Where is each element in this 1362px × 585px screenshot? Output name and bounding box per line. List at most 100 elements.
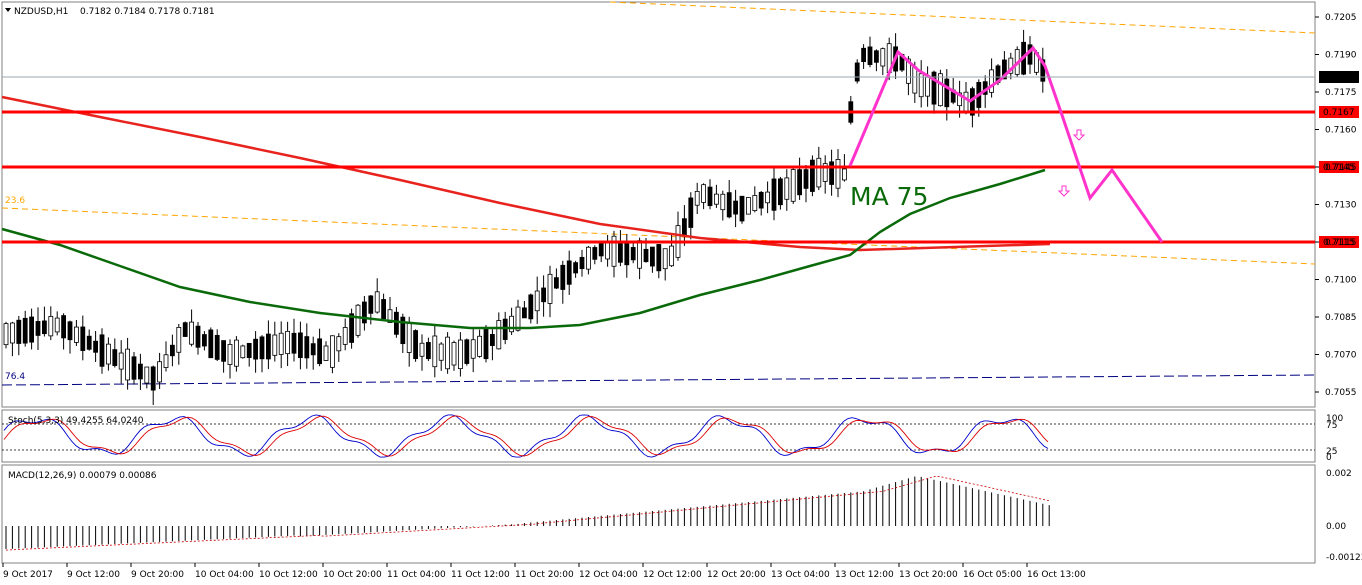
- price-tick-label: 0.7190: [1325, 51, 1357, 61]
- candle-body: [778, 178, 783, 206]
- candle: [694, 182, 700, 215]
- candle-body: [1002, 59, 1007, 80]
- support-price-label: 0.7145: [1323, 163, 1355, 173]
- candle: [297, 321, 303, 370]
- ohlc-readout: 0.7182 0.7184 0.7178 0.7181: [80, 7, 215, 17]
- candle: [259, 335, 265, 373]
- candle: [355, 303, 361, 338]
- dropdown-arrow-icon[interactable]: [5, 8, 11, 12]
- candle-body: [278, 332, 284, 355]
- candle-body: [803, 169, 809, 189]
- macd-level-zero: 0.00: [1326, 522, 1346, 532]
- candle: [637, 237, 642, 280]
- candle: [586, 245, 591, 275]
- candle-body: [189, 321, 195, 345]
- candle-body: [208, 329, 214, 359]
- candle-body: [874, 50, 879, 63]
- candle: [387, 296, 393, 324]
- candle-body: [400, 316, 406, 345]
- candle-body: [9, 322, 15, 344]
- candle: [758, 190, 764, 216]
- support-price-tag: [1319, 161, 1359, 173]
- candle-body: [297, 332, 303, 358]
- time-tick-label: 9 Oct 12:00: [67, 570, 120, 580]
- candle-body: [579, 256, 585, 270]
- candle: [790, 166, 796, 204]
- stoch-pane-frame: [1, 409, 1316, 463]
- candle: [278, 321, 284, 369]
- candle: [765, 181, 770, 214]
- candle-body: [425, 342, 431, 360]
- candle: [406, 316, 412, 367]
- time-tick-label: 9 Oct 20:00: [131, 570, 184, 580]
- price-tick-label: 0.7175: [1325, 88, 1357, 98]
- candle: [35, 307, 41, 350]
- stochastic-lines: [2, 414, 1315, 458]
- time-tick-label: 12 Oct 12:00: [643, 570, 702, 580]
- candle: [509, 307, 515, 335]
- candles: [3, 29, 1046, 405]
- candle: [803, 164, 809, 203]
- candle-body: [393, 311, 399, 335]
- macd-level-bottom: -0.00123: [1326, 553, 1362, 563]
- candle: [144, 366, 150, 389]
- stoch-level-25: 25: [1326, 447, 1337, 457]
- price-tick-label: 0.7160: [1325, 126, 1357, 136]
- candle: [54, 311, 60, 336]
- candle-body: [259, 336, 265, 360]
- candle: [304, 323, 310, 369]
- candle-body: [541, 287, 546, 303]
- macd-level-top: 0.002: [1326, 469, 1352, 479]
- candle-body: [406, 322, 412, 353]
- candle: [163, 341, 169, 372]
- candle: [99, 328, 105, 374]
- candle: [112, 338, 118, 368]
- candle: [438, 342, 444, 371]
- candle-body: [201, 334, 207, 347]
- stoch-main-line: [3, 414, 1049, 458]
- candle: [605, 235, 610, 267]
- fib-76-label: 76.4: [5, 372, 25, 382]
- candle: [93, 330, 98, 362]
- candle-body: [368, 295, 374, 314]
- head-shoulders-projection: [848, 45, 1164, 243]
- candle: [566, 250, 572, 295]
- candle: [208, 327, 214, 359]
- time-tick-label: 10 Oct 20:00: [323, 570, 382, 580]
- candle-body: [432, 335, 438, 368]
- down-arrow-icon: [1057, 185, 1071, 197]
- candle-body: [720, 193, 726, 211]
- candle-body: [157, 361, 163, 383]
- stoch-signal-line: [3, 415, 1049, 457]
- ma-75-label: MA 75: [850, 182, 928, 211]
- candle-body: [477, 335, 483, 357]
- candle: [74, 320, 79, 346]
- candle: [157, 352, 163, 390]
- stoch-level-75: 75: [1326, 421, 1337, 431]
- candle: [195, 321, 201, 355]
- time-tick-label: 12 Oct 20:00: [707, 570, 766, 580]
- support-price-label: 0.7115: [1323, 238, 1355, 248]
- candle: [489, 329, 495, 361]
- candle-body: [317, 338, 323, 365]
- candle-body: [355, 304, 361, 336]
- candle: [86, 329, 92, 351]
- candle: [1008, 52, 1014, 80]
- candle-body: [963, 91, 969, 114]
- candle: [739, 195, 745, 224]
- candle: [9, 321, 15, 357]
- candle: [771, 165, 777, 221]
- candle-body: [662, 248, 668, 270]
- candle-body: [240, 345, 246, 359]
- candle-body: [701, 184, 706, 203]
- price-tick-label: 0.7130: [1325, 201, 1357, 211]
- candle: [67, 320, 73, 354]
- candle-body: [253, 338, 259, 360]
- time-tick-label: 13 Oct 04:00: [771, 570, 830, 580]
- support-price-tag: [1319, 236, 1359, 248]
- candle-body: [797, 169, 802, 196]
- candle-body: [361, 301, 367, 324]
- candle-body: [336, 336, 342, 352]
